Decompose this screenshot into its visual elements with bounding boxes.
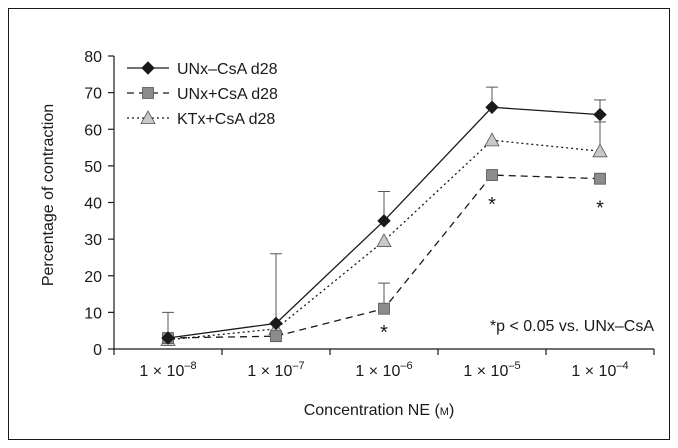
y-tick-label: 0	[93, 342, 102, 359]
y-tick-label: 70	[84, 86, 102, 103]
data-point-square	[594, 172, 606, 185]
y-tick-label: 10	[84, 305, 102, 322]
y-tick-label: 20	[84, 269, 102, 286]
legend-marker-square	[142, 87, 154, 99]
y-tick-label: 80	[84, 49, 102, 66]
x-axis-label-text: Concentration NE (	[304, 402, 441, 419]
significance-annotation: *p < 0.05 vs. UNx–CsA	[490, 318, 654, 335]
x-axis-ticks: 1 × 10–8 1 × 10–7 1 × 10–6 1 × 10–5 1 × 10–4	[113, 349, 655, 380]
legend-item: KTx+CsA d28	[127, 110, 275, 128]
y-axis-ticks: 0 10 20 30 40 50 60 70 80	[84, 49, 114, 359]
legend-marker-triangle	[140, 110, 156, 124]
data-point-square	[270, 330, 282, 343]
data-point-diamond	[161, 331, 175, 345]
y-tick-label: 60	[84, 122, 102, 139]
y-axis-label: Percentage of contraction	[40, 104, 57, 286]
significance-marks: * * *	[380, 194, 604, 344]
x-tick-label: 1 × 10–4	[571, 360, 628, 380]
data-point-triangle	[484, 132, 500, 147]
legend: UNx–CsA d28 UNx+CsA d28 KTx+CsA d28	[127, 61, 278, 128]
data-point-square	[378, 302, 390, 315]
legend-label: UNx+CsA d28	[177, 86, 278, 103]
y-tick-label: 40	[84, 196, 102, 213]
series-line	[167, 139, 601, 341]
x-axis-label-close: )	[449, 402, 454, 419]
chart-frame: 0 10 20 30 40 50 60 70 80 1 × 10–8 1 × 10–7 1 × 10…	[8, 8, 670, 440]
legend-item: UNx+CsA d28	[127, 86, 278, 103]
legend-label: KTx+CsA d28	[177, 111, 275, 128]
data-point-diamond	[269, 316, 283, 331]
legend-marker-diamond	[141, 61, 155, 75]
x-tick-label: 1 × 10–5	[463, 360, 520, 380]
data-point-triangle	[376, 233, 392, 247]
x-tick-label: 1 × 10–7	[247, 360, 304, 380]
y-tick-label: 30	[84, 232, 102, 249]
data-point-square	[486, 169, 498, 181]
significance-star: *	[380, 322, 388, 344]
y-tick-label: 50	[84, 159, 102, 176]
legend-label: UNx–CsA d28	[177, 61, 278, 78]
data-point-diamond	[377, 214, 391, 228]
data-point-triangle	[592, 143, 608, 158]
data-point-diamond	[485, 100, 499, 114]
significance-star: *	[596, 198, 604, 220]
data-point-diamond	[593, 107, 607, 122]
legend-item: UNx–CsA d28	[127, 61, 278, 78]
x-axis-label-unit: M	[440, 406, 449, 418]
series-layer	[160, 86, 608, 346]
series-diamond	[161, 86, 607, 345]
x-tick-label: 1 × 10–8	[139, 360, 196, 380]
x-axis-label: Concentration NE (M)	[304, 402, 455, 419]
significance-star: *	[488, 194, 496, 216]
x-tick-label: 1 × 10–6	[355, 360, 412, 380]
